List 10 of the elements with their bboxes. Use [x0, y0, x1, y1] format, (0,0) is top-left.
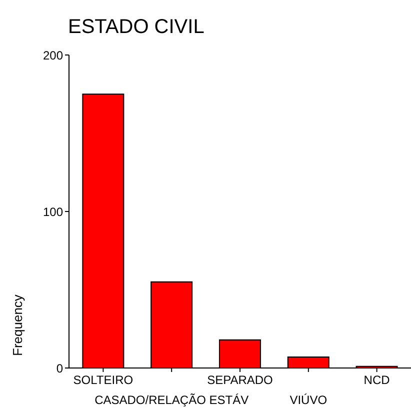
x-tick-label: SEPARADO — [207, 373, 273, 387]
x-tick-label: VIÚVO — [290, 393, 328, 407]
y-tick-label: 100 — [42, 204, 64, 219]
y-axis-title: Frequency — [10, 294, 25, 356]
y-tick-label: 0 — [56, 361, 64, 376]
chart-title: ESTADO CIVIL — [68, 16, 204, 39]
x-tick-label: NCD — [364, 373, 390, 387]
x-tick-label: CASADO/RELAÇÃO ESTÁV — [94, 393, 249, 407]
y-tick-label: 200 — [42, 48, 64, 62]
x-tick-label: SOLTEIRO — [73, 373, 134, 387]
